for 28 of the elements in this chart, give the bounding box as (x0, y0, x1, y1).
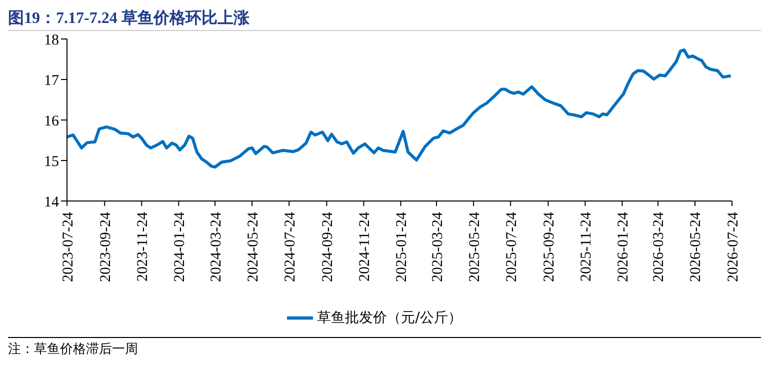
x-tick-label: 2024-01-24 (172, 212, 188, 282)
x-tick-label: 2025-05-24 (466, 212, 483, 282)
line-series (67, 48, 732, 168)
x-tick-label: 2025-11-24 (578, 212, 594, 282)
y-tick-label: 15 (44, 154, 59, 170)
x-tick-label: 2025-09-24 (541, 212, 558, 282)
x-tick-label: 2023-07-24 (60, 212, 76, 282)
y-tick-label: 17 (44, 72, 60, 89)
x-tick-label: 2024-03-24 (208, 212, 224, 282)
x-tick-label: 2024-09-24 (320, 212, 336, 282)
x-tick-label: 2024-05-24 (245, 212, 262, 282)
x-tick-label: 2025-01-24 (394, 212, 410, 282)
x-tick-label: 2026-05-24 (688, 212, 704, 282)
text: 注：草鱼价格滞后一周 (8, 342, 138, 357)
chart-title: 图19：7.17-7.24 草鱼价格环比上涨 (8, 8, 761, 31)
x-tick-label: 2024-11-24 (356, 212, 373, 282)
y-tick-label: 18 (44, 32, 59, 48)
y-tick-label: 14 (44, 194, 60, 210)
x-tick-label: 2025-03-24 (430, 212, 446, 282)
x-tick-label: 2023-09-24 (98, 212, 114, 282)
x-tick-label: 2026-03-24 (651, 212, 668, 282)
x-tick-label: 2025-07-24 (504, 212, 520, 282)
x-tick-label: 2024-07-24 (282, 212, 298, 282)
x-tick-label: 2026-07-24 (725, 212, 742, 282)
y-tick-label: 16 (44, 113, 60, 130)
x-tick-label: 2023-11-24 (134, 212, 151, 282)
x-tick-label: 2026-01-24 (615, 212, 632, 282)
legend-label: 草鱼批发价（元/公斤） (317, 310, 462, 326)
